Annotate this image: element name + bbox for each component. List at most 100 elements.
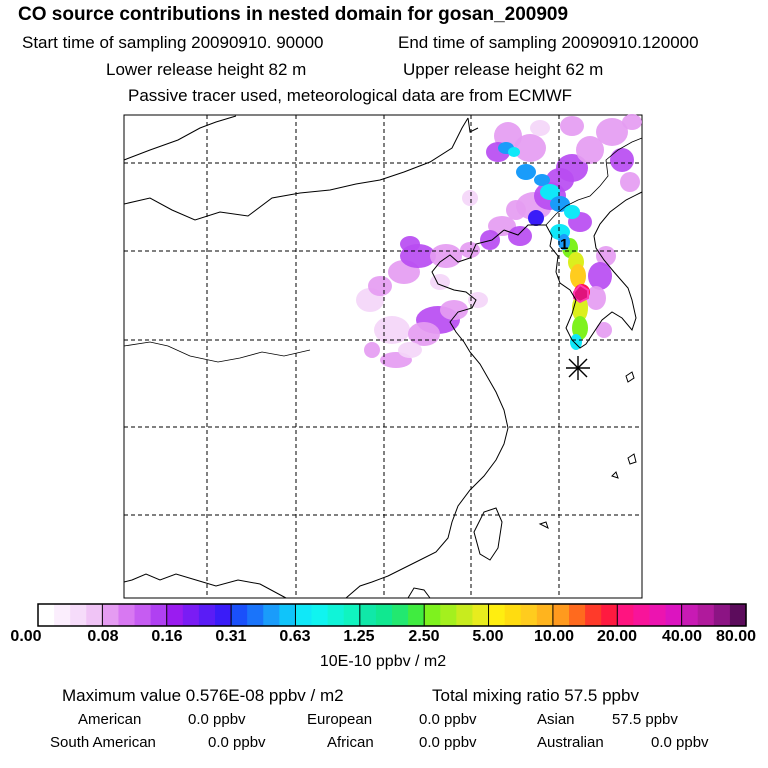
colorbar-cell [649,604,667,626]
colorbar-cell [697,604,715,626]
plume-core-cell [528,210,544,226]
plume-cell [488,216,516,236]
colorbar-frame [37,603,747,627]
european-label: European [307,711,373,728]
plume-cell [596,322,612,338]
australian-value: 0.0 ppbv [651,734,709,751]
colorbar-cell [343,604,361,626]
plume-cell [430,244,462,268]
colorbar-cell [552,604,570,626]
colorbar-cell [504,604,522,626]
colorbar-cell [729,604,747,626]
province-borders [123,137,643,363]
plume-cell [400,236,420,252]
plume-cell [596,118,628,146]
colorbar-cell [681,604,699,626]
plume-cell [398,342,422,358]
plume-cell [556,154,588,182]
african-value: 0.0 ppbv [419,734,477,751]
colorbar-cell [601,604,618,626]
colorbar-cell [70,604,87,626]
colorbar-cells [38,604,747,626]
colorbar-cell [375,604,393,626]
african-label: African [327,734,374,751]
colorbar-cell [536,604,554,626]
american-label: American [78,711,142,728]
upper-release-text: Upper release height 62 m [403,60,604,79]
plume-cell [374,316,410,344]
colorbar-cell [617,604,634,626]
plume-cell [560,116,584,136]
colorbar-cell [424,604,441,626]
colorbar-cell [633,604,651,626]
colorbar-cell [520,604,538,626]
plume-cell [468,292,488,308]
plume-core-cell [534,174,550,186]
colorbar-tick: 0.31 [215,628,247,645]
plume-core-cell [558,234,570,250]
colorbar-tick: 20.00 [596,628,638,645]
asian-label: Asian [537,711,575,728]
plume-cell [610,148,634,172]
colorbar-cell [585,604,602,626]
colorbar-tick: 1.25 [343,628,375,645]
plume-cell [514,134,546,162]
plume-cell [368,276,392,296]
plume-cell [576,136,604,164]
end-time-text: End time of sampling 20090910.120000 [398,33,699,52]
colorbar-unit: 10E-10 ppbv / m2 [319,653,447,670]
colorbar-tick: 10.00 [533,628,575,645]
colorbar-cell [408,604,425,626]
colorbar-cell [472,604,490,626]
plume-core-cell [550,196,570,212]
south-american-label: South American [50,734,156,751]
colorbar-tick: 0.63 [279,628,311,645]
plume-cell [364,342,380,358]
south-american-value: 0.0 ppbv [208,734,266,751]
colorbar-cell [456,604,474,626]
plume-core-cell [540,184,560,200]
colorbar-cell [713,604,731,626]
colorbar-tick: 5.00 [472,628,504,645]
colorbar-dividers [101,604,683,626]
plume-cell [620,172,640,192]
plume-cell [530,120,550,136]
colorbar-cell [440,604,457,626]
page-title: CO source contributions in nested domain… [18,4,569,25]
european-value: 0.0 ppbv [419,711,477,728]
colorbar-cell [86,604,103,626]
colorbar-cell [166,604,184,626]
colorbar-cell [150,604,168,626]
colorbar-tick: 0.00 [10,628,42,645]
coastline [123,115,643,599]
colorbar-tick: 0.08 [87,628,119,645]
colorbar-cell [488,604,506,626]
colorbar-cell [231,604,248,626]
colorbar-cell [392,604,409,626]
plume-core-cell [516,164,536,180]
colorbar-cell [359,604,377,626]
map-panel: 1 [123,114,643,599]
colorbar-cell [118,604,136,626]
colorbar-tick: 80.00 [715,628,757,645]
colorbar-cell [263,604,280,626]
colorbar-tick: 40.00 [661,628,703,645]
colorbar-cell [198,604,216,626]
colorbar-cell [247,604,264,626]
colorbar-cell [102,604,120,626]
total-mixing-text: Total mixing ratio 57.5 ppbv [432,686,639,705]
asterisk-icon [566,356,590,380]
asian-value: 57.5 ppbv [612,711,678,728]
model-note-text: Passive tracer used, meteorological data… [128,86,573,105]
plume-cell [508,226,532,246]
plume-core-cell [570,264,586,288]
colorbar-tick: 2.50 [408,628,440,645]
lower-release-text: Lower release height 82 m [106,60,307,79]
colorbar-cell [279,604,297,626]
colorbar [37,603,747,627]
colorbar-cell [134,604,152,626]
plume-core-cell [508,147,520,157]
plume-cell [586,286,606,310]
colorbar-cell [215,604,232,626]
plume-cell [462,190,478,206]
